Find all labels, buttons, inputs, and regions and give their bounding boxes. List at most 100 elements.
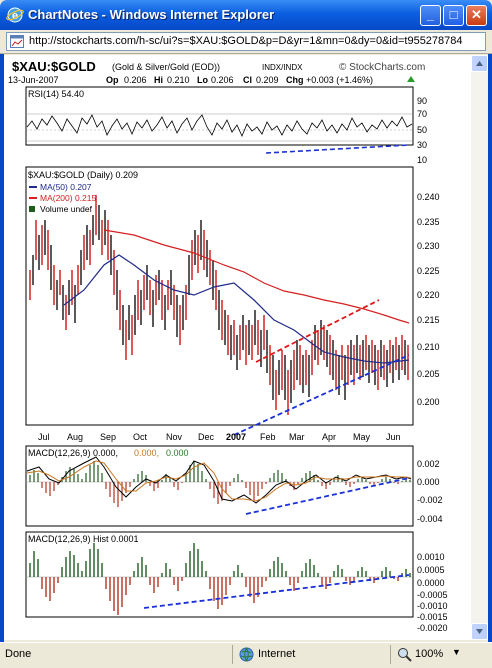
rsi-line [26,114,413,138]
month-aug: Aug [67,432,83,442]
ma200-line [103,229,410,324]
status-text: Done [5,648,32,660]
month-may: May [353,432,371,442]
internet-explorer-icon: e [6,7,24,23]
zone-label: Internet [258,648,296,660]
hist-label: MACD(12,26,9) Hist 0.0001 [28,534,139,544]
macd-tick-0000: 0.000 [417,477,440,487]
chart-date: 13-Jun-2007 [8,75,59,85]
signal-line [26,460,412,502]
address-input[interactable]: http://stockcharts.com/h-sc/ui?s=$XAU:$G… [6,32,486,51]
macd-line [26,456,412,504]
rsi-tick-10: 10 [417,155,427,165]
chart-symbol: $XAU:$GOLD [12,59,96,74]
ma50-label: MA(50) 0.207 [40,182,92,192]
price-tick-0225: 0.225 [417,266,440,276]
macd-trendline [245,477,410,515]
hist-tick-0010: 0.0010 [417,552,445,562]
chevron-up-icon [476,61,483,66]
macd-tick-m0004: -0.004 [417,514,443,524]
brand-logo: © StockCharts.com [339,62,425,73]
address-text: http://stockcharts.com/h-sc/ui?s=$XAU:$G… [29,35,463,47]
status-separator [390,645,391,664]
hist-tick-m0020: -0.0020 [417,623,448,633]
vertical-scrollbar[interactable] [471,55,488,640]
lower-channel-line [233,354,410,436]
ohlc-high-label: Hi [154,75,163,85]
ohlc-open-label: Op [106,75,119,85]
month-jun: Jun [386,432,401,442]
month-jul: Jul [38,432,50,442]
zoom-level[interactable]: 100% [415,648,444,660]
price-panel: $XAU:$GOLD (Daily) 0.209 MA(50) 0.207 MA… [25,166,440,442]
price-tick-0235: 0.235 [417,217,440,227]
macd-tick-m0002: -0.002 [417,495,443,505]
ma50-line [63,254,410,364]
close-button[interactable]: ✕ [466,5,487,26]
hist-tick-0005: 0.0005 [417,565,445,575]
maximize-button[interactable]: □ [443,5,464,26]
status-bar: Done Internet 100% ▼ [0,642,492,668]
price-tick-0205: 0.205 [417,369,440,379]
ohlc-low-label: Lo [197,75,208,85]
ohlc-close: 0.209 [256,75,279,85]
ma200-label: MA(200) 0.215 [40,193,96,203]
month-mar: Mar [289,432,305,442]
price-label: $XAU:$GOLD (Daily) 0.209 [28,170,138,180]
macd-panel: MACD(12,26,9) 0.000, 0.000, 0.000 0.002 … [25,445,443,527]
title-bar: e ChartNotes - Windows Internet Explorer… [0,0,492,30]
price-bars [29,195,409,415]
rsi-panel: RSI(14) 54.40 90 70 50 30 10 [25,86,427,165]
price-tick-0200: 0.200 [417,397,440,407]
macd-value-3: 0.000 [166,448,189,458]
change-value: +0.003 (+1.46%) [306,75,373,85]
price-tick-0215: 0.215 [417,315,440,325]
rsi-tick-70: 70 [417,109,427,119]
chart-exchange: INDX/INDX [262,63,303,72]
ohlc-close-label: Cl [243,75,252,85]
address-bar: http://stockcharts.com/h-sc/ui?s=$XAU:$G… [0,30,492,54]
histogram-panel: MACD(12,26,9) Hist 0.0001 0.0010 0.0005 … [25,531,448,633]
month-apr: Apr [322,432,336,442]
hist-trendline [143,574,410,609]
chart-name: (Gold & Silver/Gold (EOD)) [112,62,220,72]
upper-channel-line [255,299,380,363]
hist-tick-m0005: -0.0005 [417,590,448,600]
chevron-down-icon [476,629,483,634]
page-content: $XAU:$GOLD (Gold & Silver/Gold (EOD)) IN… [4,55,471,640]
svg-text:e: e [12,10,18,22]
month-dec: Dec [198,432,215,442]
month-oct: Oct [133,432,148,442]
scroll-up-button[interactable] [471,55,488,72]
zoom-dropdown-icon[interactable]: ▼ [452,647,461,657]
ohlc-open: 0.206 [124,75,147,85]
rsi-tick-90: 90 [417,96,427,106]
page-icon [10,35,24,48]
scroll-down-button[interactable] [471,623,488,640]
rsi-tick-30: 30 [417,140,427,150]
window-border-right [488,30,492,642]
price-tick-0220: 0.220 [417,290,440,300]
window-title: ChartNotes - Windows Internet Explorer [28,7,275,22]
hist-tick-m0010: -0.0010 [417,601,448,611]
hist-tick-0000: 0.0000 [417,578,445,588]
price-tick-0210: 0.210 [417,342,440,352]
change-label: Chg [286,75,304,85]
status-separator [232,645,233,664]
ohlc-high: 0.210 [167,75,190,85]
macd-label: MACD(12,26,9) 0.000, [28,448,118,458]
stock-chart: $XAU:$GOLD (Gold & Silver/Gold (EOD)) IN… [4,55,471,640]
macd-value-2: 0.000, [134,448,159,458]
globe-icon [239,647,254,662]
price-tick-0240: 0.240 [417,192,440,202]
rsi-label: RSI(14) 54.40 [28,89,84,99]
month-sep: Sep [100,432,116,442]
ohlc-low: 0.206 [211,75,234,85]
month-2007: 2007 [226,432,246,442]
up-arrow-icon [407,76,415,82]
month-feb: Feb [260,432,276,442]
month-nov: Nov [166,432,183,442]
minimize-button[interactable]: _ [420,5,441,26]
zoom-icon [398,648,412,662]
macd-tick-0002: 0.002 [417,459,440,469]
